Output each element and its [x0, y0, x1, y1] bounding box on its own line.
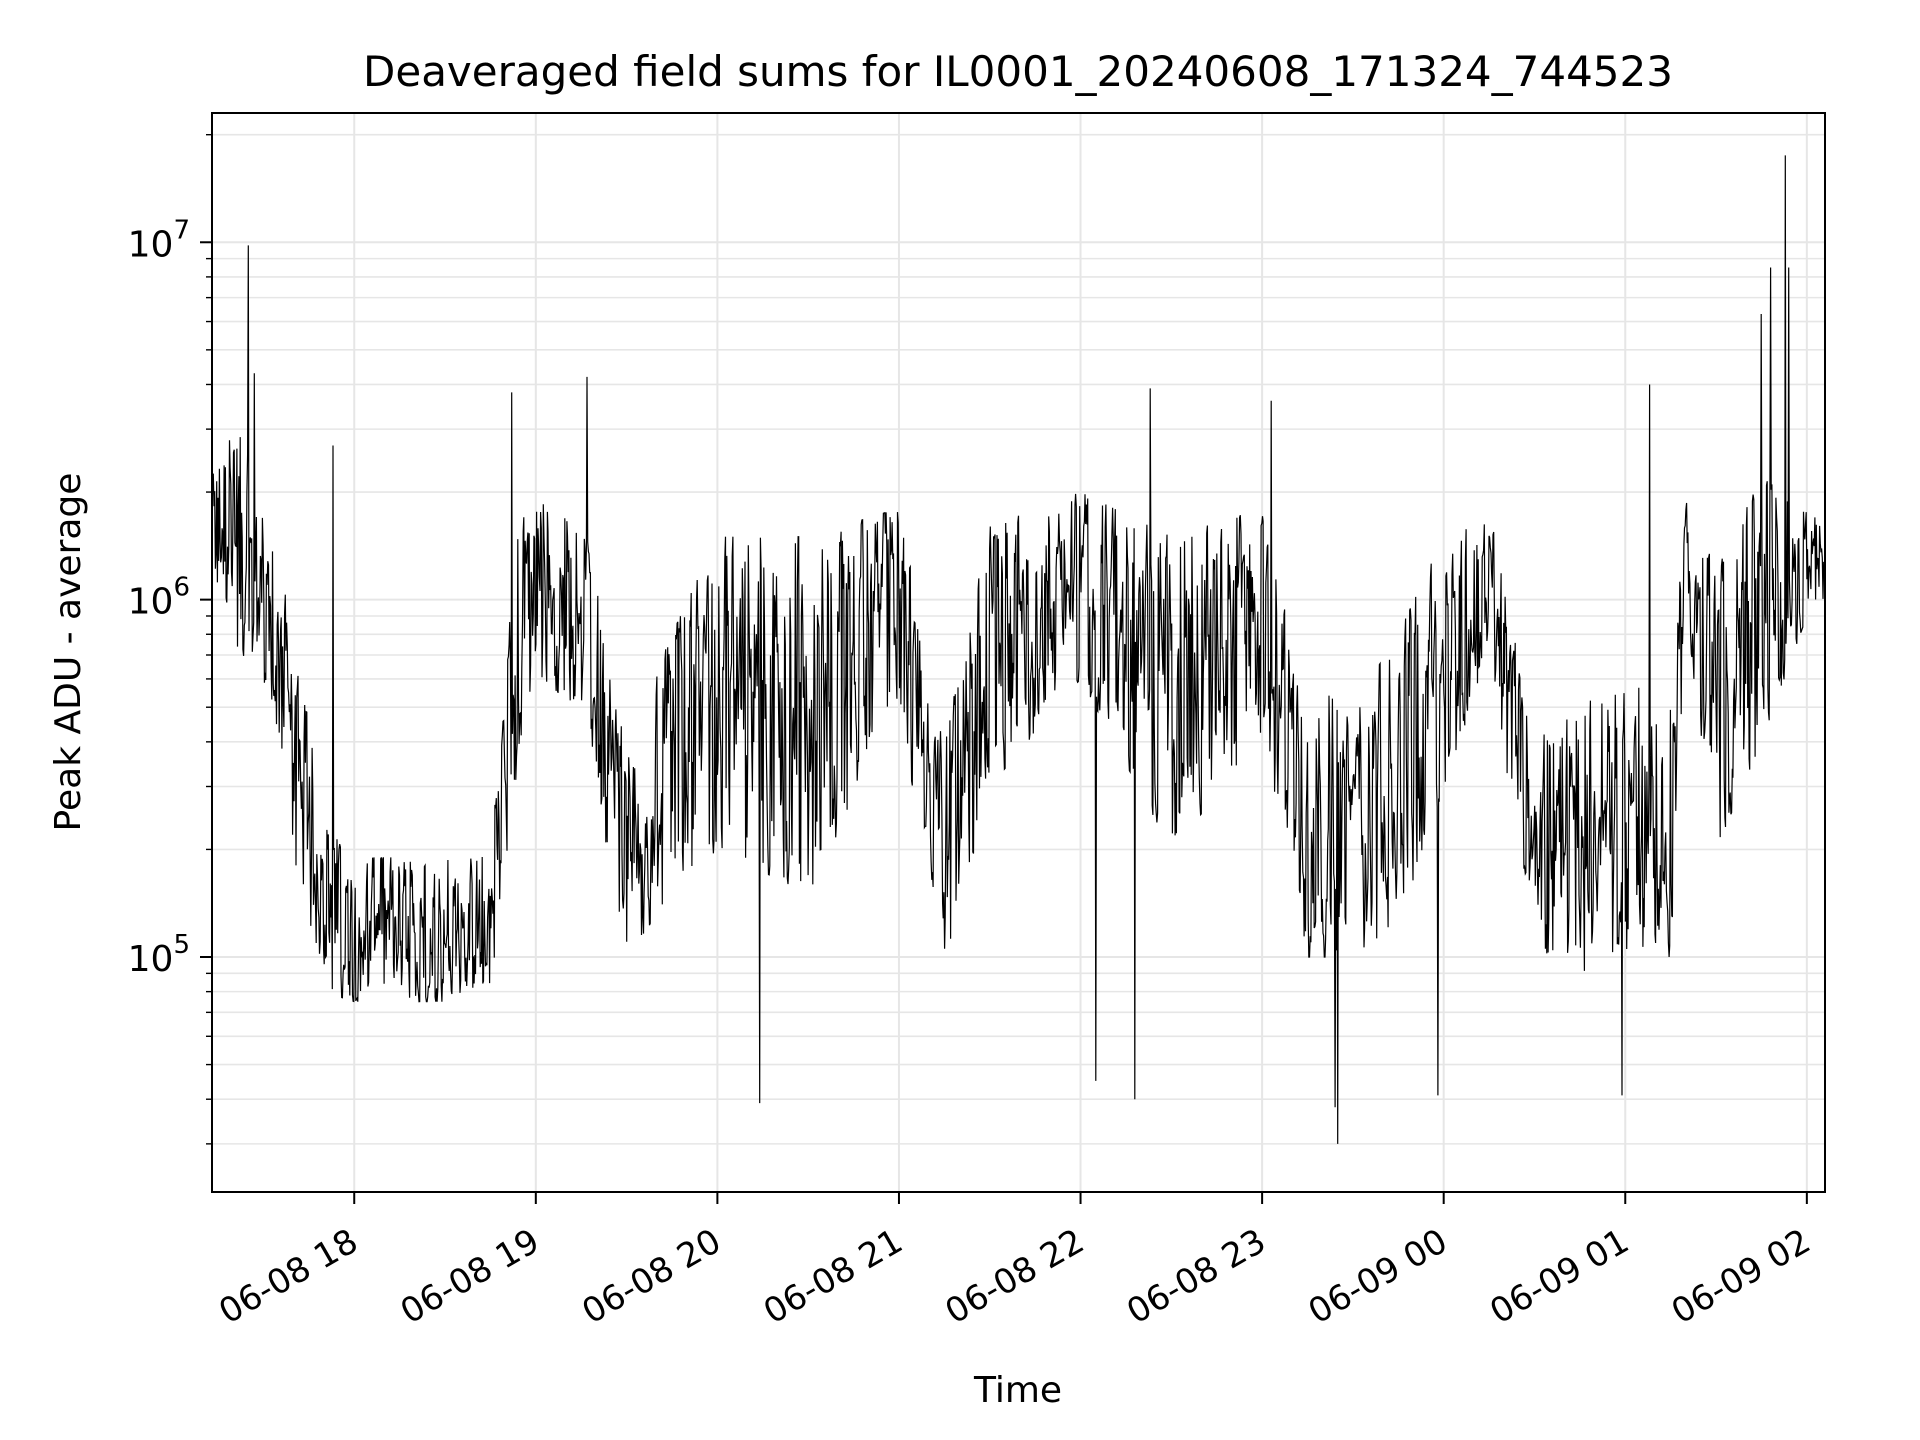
x-axis: 06-08 18 06-08 19 06-08 20 06-08 21 06-08 22…	[212, 1192, 1817, 1332]
x-tick-label: 06-08 18	[212, 1221, 364, 1332]
data-line	[211, 155, 1826, 1144]
y-tick-label: 105	[128, 930, 190, 980]
y-tick-label: 106	[128, 573, 190, 623]
chart-title: Deaveraged field sums for IL0001_2024060…	[363, 47, 1673, 96]
y-tick-exponent: 6	[173, 573, 190, 603]
x-tick-label: 06-08 22	[939, 1221, 1091, 1332]
x-tick-label: 06-09 01	[1483, 1221, 1635, 1332]
y-axis-label: Peak ADU - average	[48, 473, 89, 832]
x-tick-label: 06-08 19	[394, 1221, 546, 1332]
y-tick-exponent: 7	[173, 215, 190, 245]
x-tick-label: 06-09 02	[1665, 1221, 1817, 1332]
x-tick-label: 06-08 21	[757, 1221, 909, 1332]
x-tick-label: 06-08 23	[1120, 1221, 1272, 1332]
y-tick-label: 107	[128, 215, 190, 265]
y-tick-base: 10	[128, 582, 174, 623]
y-tick-exponent: 5	[173, 930, 190, 960]
x-tick-label: 06-08 20	[575, 1221, 727, 1332]
grid	[212, 113, 1825, 1192]
series-line	[211, 155, 1826, 1144]
y-tick-base: 10	[128, 224, 174, 265]
y-tick-base: 10	[128, 939, 174, 980]
x-axis-label: Time	[973, 1370, 1062, 1411]
x-tick-label: 06-09 00	[1302, 1221, 1454, 1332]
plot-frame	[211, 112, 1826, 1193]
